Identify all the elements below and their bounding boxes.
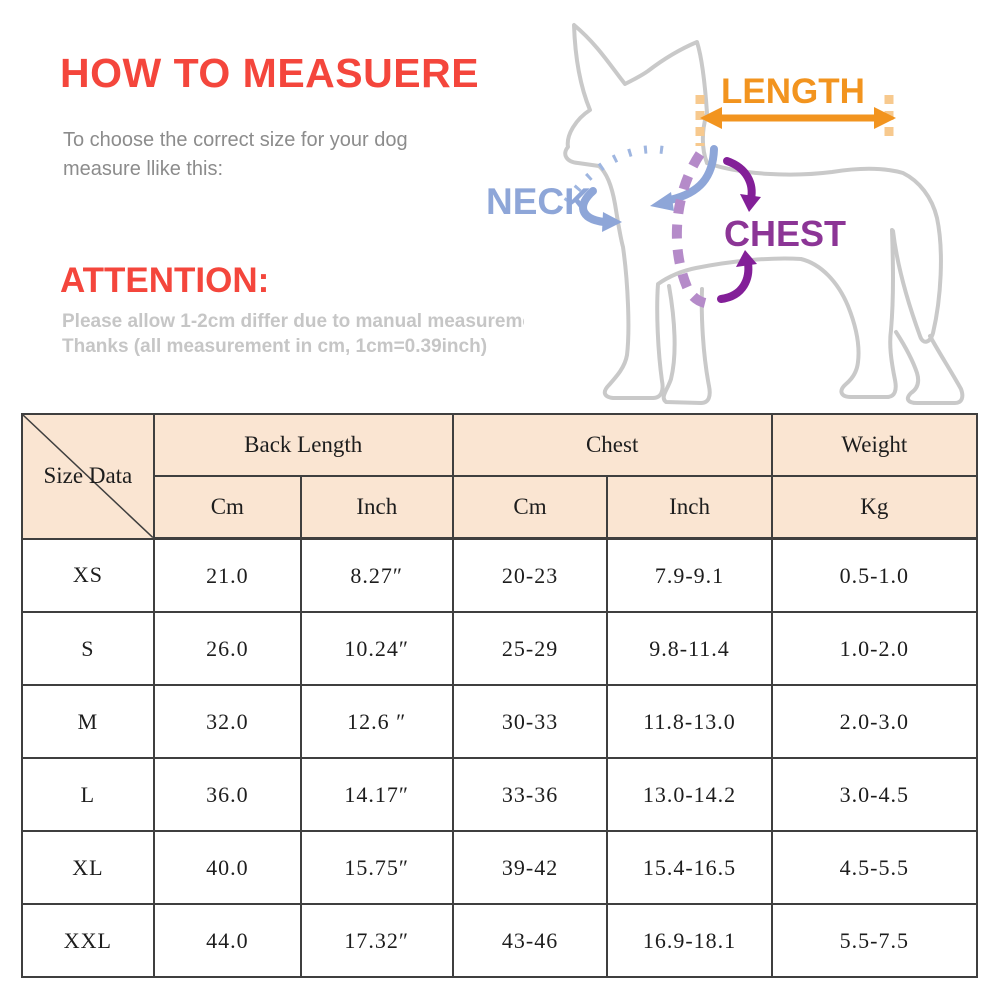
chest-arrow-bottom-curve bbox=[717, 259, 753, 303]
size-cell: L bbox=[21, 757, 155, 832]
chest-cm-cell: 39-42 bbox=[451, 830, 609, 905]
corner-cell: Size Data bbox=[21, 413, 155, 540]
back-inch-cell: 12.6 ″ bbox=[299, 684, 454, 759]
back-inch-cell: 15.75″ bbox=[299, 830, 454, 905]
table-unit-header-row: Cm Inch Cm Inch Kg bbox=[22, 475, 979, 540]
unit-header-back-inch: Inch bbox=[299, 475, 454, 540]
size-cell: S bbox=[21, 611, 155, 686]
subtitle: To choose the correct size for your dog … bbox=[63, 126, 408, 184]
neck-arrow-curve bbox=[666, 145, 718, 204]
chest-inch-cell: 7.9-9.1 bbox=[606, 537, 773, 613]
subtitle-line1: To choose the correct size for your dog bbox=[63, 129, 408, 151]
chest-arrowhead-down bbox=[740, 194, 761, 212]
chest-cm-cell: 33-36 bbox=[451, 757, 609, 832]
weight-kg-cell: 3.0-4.5 bbox=[770, 757, 979, 832]
table-group-header-row: Size Data Back Length Chest Weight bbox=[21, 413, 979, 540]
unit-header-back-cm: Cm bbox=[152, 475, 302, 540]
chest-cm-cell: 20-23 bbox=[451, 537, 609, 613]
unit-header-chest-cm: Cm bbox=[451, 475, 609, 540]
corner-label: Size Data bbox=[43, 463, 133, 489]
back-inch-cell: 10.24″ bbox=[299, 611, 454, 686]
chest-cm-cell: 25-29 bbox=[451, 611, 609, 686]
attention-line1: Please allow 1-2cm differ due to manual … bbox=[62, 311, 524, 332]
neck-annotation: NECK bbox=[486, 145, 718, 232]
weight-kg-cell: 0.5-1.0 bbox=[770, 537, 979, 613]
back-cm-cell: 44.0 bbox=[152, 903, 302, 978]
table-row-xl: XL 40.0 15.75″ 39-42 15.4-16.5 4.5-5.5 bbox=[21, 830, 979, 905]
neck-label: NECK bbox=[486, 181, 591, 222]
unit-header-chest-inch: Inch bbox=[606, 475, 773, 540]
length-arrowhead-right bbox=[874, 107, 896, 129]
table-row-m: M 32.0 12.6 ″ 30-33 11.8-13.0 2.0-3.0 bbox=[21, 684, 979, 759]
attention-note: Please allow 1-2cm differ due to manual … bbox=[62, 309, 524, 360]
group-header-back-length: Back Length bbox=[152, 413, 454, 477]
size-cell: XXL bbox=[21, 903, 155, 978]
length-label: LENGTH bbox=[721, 72, 865, 111]
chest-inch-cell: 16.9-18.1 bbox=[606, 903, 773, 978]
back-cm-cell: 21.0 bbox=[152, 537, 302, 613]
chest-inch-cell: 9.8-11.4 bbox=[606, 611, 773, 686]
group-header-chest: Chest bbox=[451, 413, 773, 477]
table-row-l: L 36.0 14.17″ 33-36 13.0-14.2 3.0-4.5 bbox=[21, 757, 979, 832]
chest-cm-cell: 30-33 bbox=[451, 684, 609, 759]
table-row-s: S 26.0 10.24″ 25-29 9.8-11.4 1.0-2.0 bbox=[21, 611, 979, 686]
weight-kg-cell: 2.0-3.0 bbox=[770, 684, 979, 759]
dog-back-and-tail-outline bbox=[705, 161, 943, 344]
back-cm-cell: 32.0 bbox=[152, 684, 302, 759]
chest-cm-cell: 43-46 bbox=[451, 903, 609, 978]
back-inch-cell: 17.32″ bbox=[299, 903, 454, 978]
group-header-weight: Weight bbox=[770, 413, 979, 477]
back-cm-cell: 40.0 bbox=[152, 830, 302, 905]
weight-kg-cell: 4.5-5.5 bbox=[770, 830, 979, 905]
length-annotation: LENGTH bbox=[695, 72, 896, 146]
chest-arrow-top-curve bbox=[723, 157, 756, 203]
dog-far-hind-leg-outline bbox=[894, 330, 965, 405]
chest-label: CHEST bbox=[724, 213, 846, 254]
back-inch-cell: 14.17″ bbox=[299, 757, 454, 832]
back-inch-cell: 8.27″ bbox=[299, 537, 454, 613]
back-cm-cell: 26.0 bbox=[152, 611, 302, 686]
table-row-xxl: XXL 44.0 17.32″ 43-46 16.9-18.1 5.5-7.5 bbox=[21, 903, 979, 978]
dog-far-front-leg-outline bbox=[661, 284, 712, 405]
back-cm-cell: 36.0 bbox=[152, 757, 302, 832]
chest-annotation: CHEST bbox=[671, 151, 846, 308]
size-cell: XS bbox=[21, 537, 155, 613]
dog-measurement-diagram: LENGTH NECK CHEST bbox=[486, 23, 965, 405]
weight-kg-cell: 1.0-2.0 bbox=[770, 611, 979, 686]
chest-arrowhead-up bbox=[736, 250, 757, 267]
neck-arrowhead-down bbox=[650, 192, 674, 211]
chest-inch-cell: 15.4-16.5 bbox=[606, 830, 773, 905]
unit-header-weight-kg: Kg bbox=[770, 475, 979, 540]
subtitle-line2: measure llike this: bbox=[63, 158, 224, 180]
attention-line2: Thanks (all measurement in cm, 1cm=0.39i… bbox=[62, 336, 488, 358]
corner-diagonal-line bbox=[23, 415, 153, 538]
chest-inch-cell: 11.8-13.0 bbox=[606, 684, 773, 759]
chest-dashed-line bbox=[671, 151, 707, 308]
weight-kg-cell: 5.5-7.5 bbox=[770, 903, 979, 978]
page-title: HOW TO MEASUERE bbox=[60, 50, 480, 96]
size-chart-table: Size Data Back Length Chest Weight Cm In… bbox=[21, 413, 979, 978]
attention-heading: ATTENTION: bbox=[60, 261, 270, 300]
size-cell: M bbox=[21, 684, 155, 759]
dog-body-outline bbox=[563, 23, 898, 400]
table-row-xs: XS 21.0 8.27″ 20-23 7.9-9.1 0.5-1.0 bbox=[21, 537, 979, 613]
neck-arrowhead-right bbox=[602, 212, 622, 232]
neck-arrow-small-curve bbox=[579, 187, 608, 226]
dog-outline bbox=[563, 23, 965, 405]
chest-inch-cell: 13.0-14.2 bbox=[606, 757, 773, 832]
length-arrowhead-left bbox=[700, 107, 722, 129]
size-cell: XL bbox=[21, 830, 155, 905]
